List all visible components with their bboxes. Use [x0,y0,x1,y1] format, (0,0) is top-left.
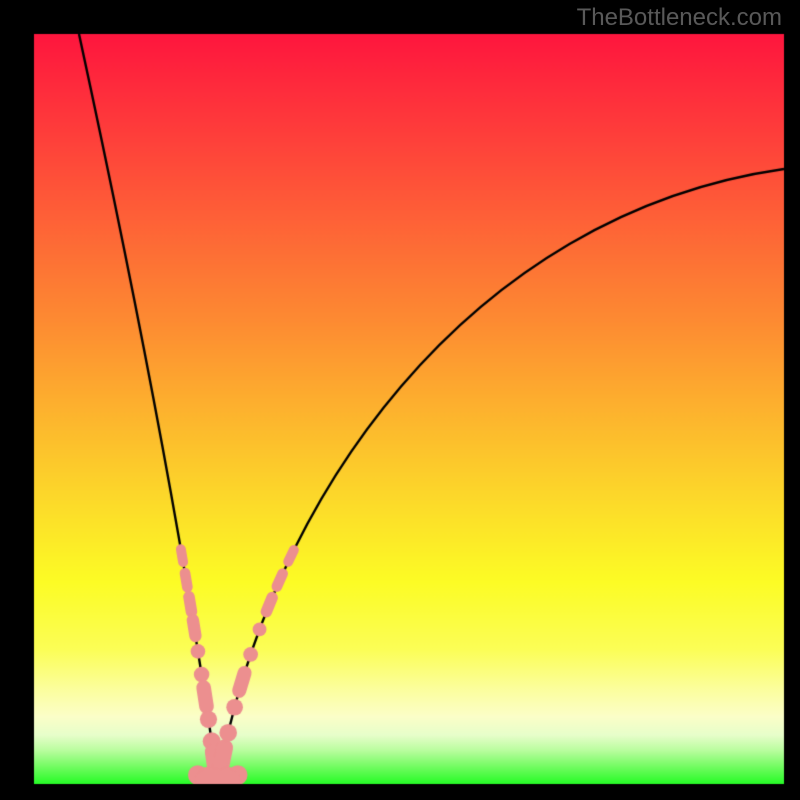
bottleneck-curve-chart [0,0,800,800]
watermark-text: TheBottleneck.com [577,4,782,32]
